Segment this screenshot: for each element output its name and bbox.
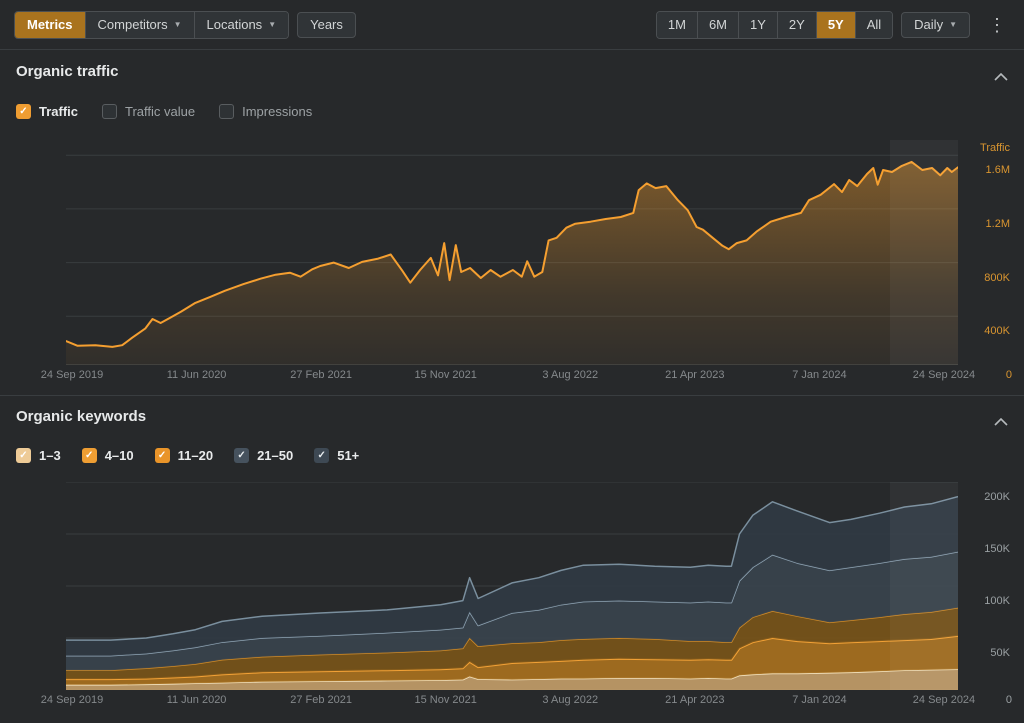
checkbox-label: 21–50 xyxy=(257,448,294,463)
checkbox-icon: ✓ xyxy=(16,448,31,463)
checkbox-label: Impressions xyxy=(242,104,313,119)
chevron-down-icon: ▼ xyxy=(268,19,277,29)
chevron-down-icon: ▼ xyxy=(949,19,957,29)
y-tick-label: 800K xyxy=(984,271,1010,284)
y-tick-label: 1.6M xyxy=(985,164,1010,177)
range-2y[interactable]: 2Y xyxy=(776,11,816,38)
keywords-x-axis-labels: 24 Sep 2019 11 Jun 2020 27 Feb 2021 15 Nov … xyxy=(0,694,1024,710)
x-tick-label: 7 Jan 2024 xyxy=(792,369,847,381)
checkbox-traffic-value[interactable]: ✓ Traffic value xyxy=(102,104,195,119)
y-tick-label: 1.2M xyxy=(985,217,1010,230)
date-range-group: 1M 6M 1Y 2Y 5Y All xyxy=(655,10,894,39)
checkbox-pos-11-20[interactable]: ✓ 11–20 xyxy=(154,448,214,463)
x-tick-label: 24 Sep 2019 xyxy=(40,369,104,381)
toolbar-right: 1M 6M 1Y 2Y 5Y All Daily ▼ ⋮ xyxy=(655,10,1010,39)
range-6m[interactable]: 6M xyxy=(696,11,738,38)
checkbox-traffic[interactable]: ✓ Traffic xyxy=(16,104,78,119)
keywords-y-axis-labels: 200K 150K 100K 50K xyxy=(958,482,1010,690)
tab-locations-label: Locations xyxy=(206,17,263,32)
x-tick-label: 7 Jan 2024 xyxy=(792,694,847,706)
granularity-dropdown[interactable]: Daily ▼ xyxy=(901,11,970,38)
x-tick-label: 11 Jun 2020 xyxy=(166,694,227,706)
checkbox-icon: ✓ xyxy=(81,448,97,463)
page-title-organic-traffic: Organic traffic xyxy=(16,63,119,80)
y-tick-label: 200K xyxy=(984,491,1010,503)
checkbox-icon: ✓ xyxy=(16,104,31,119)
toolbar-left: Metrics Competitors ▼ Locations ▼ Years xyxy=(14,10,356,39)
tab-competitors-label: Competitors xyxy=(97,17,168,32)
range-1y[interactable]: 1Y xyxy=(738,11,777,38)
range-5y[interactable]: 5Y xyxy=(815,11,855,38)
x-tick-label: 27 Feb 2021 xyxy=(290,369,353,381)
checkbox-icon: ✓ xyxy=(154,448,170,463)
traffic-x-axis-labels: 24 Sep 2019 11 Jun 2020 27 Feb 2021 15 Nov … xyxy=(0,369,1024,385)
keywords-legend: ✓ 1–3 ✓ 4–10 ✓ 11–20 ✓ 21–50 ✓ 51+ xyxy=(16,448,359,463)
metrics-tab-group: Metrics Competitors ▼ Locations ▼ xyxy=(14,10,290,39)
checkbox-label: 11–20 xyxy=(177,448,214,463)
checkbox-icon: ✓ xyxy=(234,448,250,463)
granularity-label: Daily xyxy=(914,17,944,32)
checkbox-icon: ✓ xyxy=(314,448,330,463)
x-tick-label: 21 Apr 2023 xyxy=(665,694,725,706)
checkbox-icon: ✓ xyxy=(219,104,235,119)
kebab-menu-icon[interactable]: ⋮ xyxy=(984,14,1010,36)
tab-locations[interactable]: Locations ▼ xyxy=(193,11,289,38)
page-title-organic-keywords: Organic keywords xyxy=(16,408,147,425)
y-tick-label: 100K xyxy=(984,595,1010,607)
checkbox-impressions[interactable]: ✓ Impressions xyxy=(219,104,312,119)
checkbox-pos-21-50[interactable]: ✓ 21–50 xyxy=(234,448,293,463)
checkbox-label: Traffic xyxy=(39,104,79,119)
tab-metrics[interactable]: Metrics xyxy=(15,11,85,38)
section-divider xyxy=(0,395,1024,396)
checkbox-label: 1–3 xyxy=(39,448,61,463)
x-tick-label: 15 Nov 2021 xyxy=(414,369,477,381)
collapse-section-icon[interactable] xyxy=(994,413,1008,431)
keywords-chart[interactable] xyxy=(66,482,958,690)
x-tick-label: 27 Feb 2021 xyxy=(290,694,353,706)
x-tick-label: 3 Aug 2022 xyxy=(542,694,599,706)
x-tick-label: 15 Nov 2021 xyxy=(414,694,477,706)
checkbox-label: 51+ xyxy=(337,448,360,463)
checkbox-pos-4-10[interactable]: ✓ 4–10 xyxy=(81,448,134,463)
range-all[interactable]: All xyxy=(854,11,893,38)
x-tick-label: 24 Sep 2024 xyxy=(912,369,976,381)
checkbox-label: 4–10 xyxy=(104,448,134,463)
y-tick-label: 400K xyxy=(984,325,1010,338)
x-tick-label: 11 Jun 2020 xyxy=(166,369,227,381)
traffic-legend: ✓ Traffic ✓ Traffic value ✓ Impressions xyxy=(16,104,312,119)
x-tick-label: 24 Sep 2019 xyxy=(40,694,104,706)
y-tick-label: 50K xyxy=(990,647,1010,659)
tab-years[interactable]: Years xyxy=(297,11,356,38)
x-tick-label: 21 Apr 2023 xyxy=(665,369,725,381)
y-tick-label: 150K xyxy=(984,543,1010,555)
checkbox-pos-51-plus[interactable]: ✓ 51+ xyxy=(314,448,359,463)
x-tick-label: 24 Sep 2024 xyxy=(912,694,976,706)
x-tick-label: 3 Aug 2022 xyxy=(542,369,599,381)
toolbar: Metrics Competitors ▼ Locations ▼ Years … xyxy=(0,0,1024,50)
y-zero-label: 0 xyxy=(1005,369,1012,381)
y-axis-title: Traffic xyxy=(980,142,1010,154)
range-1m[interactable]: 1M xyxy=(656,11,697,38)
traffic-chart[interactable] xyxy=(66,140,958,365)
chevron-down-icon: ▼ xyxy=(173,19,182,29)
checkbox-icon: ✓ xyxy=(102,104,118,119)
tab-competitors[interactable]: Competitors ▼ xyxy=(84,11,194,38)
checkbox-pos-1-3[interactable]: ✓ 1–3 xyxy=(16,448,61,463)
checkbox-label: Traffic value xyxy=(125,104,196,119)
y-zero-label: 0 xyxy=(1005,694,1012,706)
traffic-y-axis-labels: Traffic 1.6M 1.2M 800K 400K xyxy=(958,140,1010,365)
collapse-section-icon[interactable] xyxy=(994,68,1008,86)
